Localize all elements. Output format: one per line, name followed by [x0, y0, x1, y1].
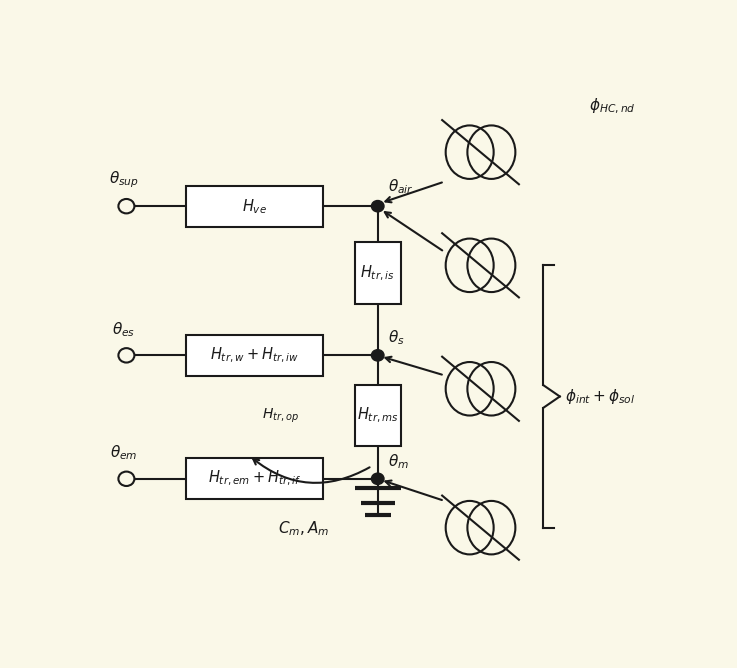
Text: $H_{tr,em} + H_{tr,if}$: $H_{tr,em} + H_{tr,if}$: [209, 469, 301, 488]
Text: $\theta_{air}$: $\theta_{air}$: [388, 177, 413, 196]
Bar: [186, 186, 324, 226]
Text: $\phi_{HC,nd}$: $\phi_{HC,nd}$: [589, 97, 635, 116]
Circle shape: [371, 349, 384, 361]
Text: $H_{tr,is}$: $H_{tr,is}$: [360, 263, 395, 283]
Text: $H_{tr,ms}$: $H_{tr,ms}$: [357, 406, 399, 425]
Text: $\theta_{em}$: $\theta_{em}$: [110, 444, 137, 462]
Text: $H_{tr,op}$: $H_{tr,op}$: [262, 406, 299, 425]
FancyArrowPatch shape: [254, 459, 369, 483]
Circle shape: [371, 473, 384, 484]
Circle shape: [119, 348, 134, 363]
Circle shape: [371, 200, 384, 212]
Circle shape: [119, 199, 134, 213]
Text: $\theta_{es}$: $\theta_{es}$: [112, 320, 135, 339]
Bar: [186, 335, 324, 376]
Text: $\theta_{s}$: $\theta_{s}$: [388, 329, 405, 347]
Text: $\theta_{sup}$: $\theta_{sup}$: [108, 169, 139, 190]
Text: $C_m, A_m$: $C_m, A_m$: [278, 519, 329, 538]
Text: $H_{tr,w} + H_{tr,iw}$: $H_{tr,w} + H_{tr,iw}$: [211, 346, 299, 365]
Bar: [355, 242, 401, 304]
Text: $H_{ve}$: $H_{ve}$: [242, 197, 268, 216]
Text: $\phi_{int} + \phi_{sol}$: $\phi_{int} + \phi_{sol}$: [565, 387, 635, 406]
Text: $\theta_{m}$: $\theta_{m}$: [388, 452, 409, 470]
Circle shape: [119, 472, 134, 486]
Bar: [355, 385, 401, 446]
Bar: [186, 458, 324, 500]
